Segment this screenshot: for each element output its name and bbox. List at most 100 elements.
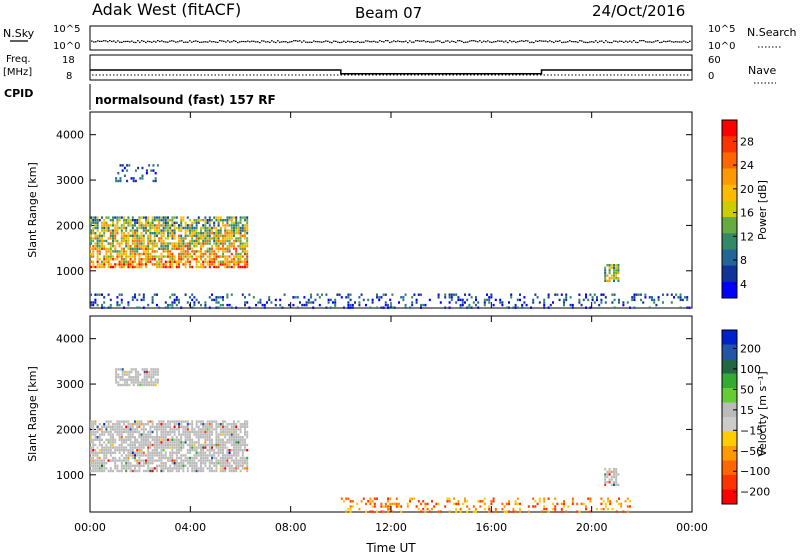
beam-label: Beam 07 — [355, 4, 422, 22]
freq-label: Freq. — [6, 54, 31, 65]
y-tick-label: 2000 — [56, 423, 84, 436]
scatter-region — [604, 468, 620, 486]
x-tick-label: 00:00 — [676, 521, 708, 534]
colorbar-tick-label: 50 — [740, 383, 754, 396]
colorbar-tick-label: 100 — [740, 363, 761, 376]
power-panel: Slant Range [km] 1000 2000 3000 4000 — [26, 111, 693, 309]
x-tick-label: 04:00 — [174, 521, 206, 534]
colorbar-tick-label: 4 — [740, 278, 747, 291]
scatter-region — [115, 368, 159, 387]
colorbar-swatch — [722, 281, 737, 299]
y-tick-label: 4000 — [56, 129, 84, 142]
y-tick-label: 1000 — [56, 469, 84, 482]
station-title: Adak West (fitACF) — [92, 0, 241, 19]
nsky-lo-label: 10^0 — [53, 41, 80, 52]
colorbar-swatch — [722, 120, 737, 137]
velocity-colorbar-label: Velocity [m s⁻¹] — [756, 371, 769, 456]
scatter-region — [90, 420, 249, 473]
power-colorbar: 28 24 20 16 12 8 4 — [721, 119, 754, 299]
freq-hi-label: 18 — [62, 55, 75, 66]
nsky-label: N.Sky — [3, 27, 35, 40]
y-tick-label: 3000 — [56, 378, 84, 391]
colorbar-frame — [721, 329, 738, 505]
colorbar-tick-label: 16 — [740, 207, 754, 220]
nsearch-hi-label: 10^5 — [708, 24, 735, 35]
date-label: 24/Oct/2016 — [592, 2, 685, 20]
colorbar-swatch — [722, 446, 737, 461]
cpid-label: CPID — [4, 87, 33, 100]
colorbar-tick-label: 200 — [740, 342, 761, 355]
colorbar-tick-label: 15 — [740, 404, 754, 417]
x-tick-label: 12:00 — [375, 521, 407, 534]
colorbar-swatch — [722, 330, 737, 345]
colorbar-swatch — [722, 233, 737, 250]
nsky-panel-frame — [89, 25, 693, 51]
freq-panel-frame — [89, 54, 693, 81]
freq-unit-label: [MHz] — [3, 67, 32, 78]
velocity-data — [90, 368, 631, 513]
frequency-line — [90, 69, 692, 75]
nsky-hi-label: 10^5 — [53, 24, 80, 35]
colorbar-swatch — [722, 184, 737, 202]
colorbar-swatch — [722, 265, 737, 283]
power-yticks: 1000 2000 3000 4000 — [56, 129, 692, 278]
velocity-panel: Slant Range [km] 1000 2000 3000 4000 — [26, 315, 693, 513]
colorbar-swatch — [722, 136, 737, 153]
colorbar-tick-label: −15 — [740, 424, 763, 437]
nsearch-lo-label: 10^0 — [708, 41, 735, 52]
nave-hi-label: 60 — [708, 55, 721, 66]
x-tick-label: 08:00 — [275, 521, 307, 534]
power-ylabel: Slant Range [km] — [26, 162, 39, 258]
scatter-region — [604, 264, 620, 282]
power-data — [90, 164, 691, 309]
colorbar-swatch — [722, 489, 737, 505]
colorbar-tick-label: −50 — [740, 445, 763, 458]
colorbar-swatch — [722, 460, 737, 476]
scatter-region — [115, 164, 159, 183]
scatter-region — [90, 216, 249, 269]
colorbar-swatch — [722, 359, 737, 374]
scatter-region — [340, 497, 631, 513]
colorbar-tick-label: 28 — [740, 135, 754, 148]
colorbar-swatch — [722, 475, 737, 490]
colorbar-tick-label: 24 — [740, 159, 754, 172]
colorbar-swatch — [722, 152, 737, 169]
y-tick-label: 3000 — [56, 174, 84, 187]
colorbar-swatch — [722, 373, 737, 389]
x-tick-label: 16:00 — [475, 521, 507, 534]
nave-label: Nave — [748, 64, 776, 77]
x-tick-label: 20:00 — [576, 521, 608, 534]
velocity-colorbar: 200 100 50 15 −15 −50 −100 −200 — [721, 329, 770, 505]
power-colorbar-label: Power [dB] — [756, 180, 769, 240]
colorbar-swatch — [722, 431, 737, 447]
velocity-ylabel: Slant Range [km] — [26, 366, 39, 462]
colorbar-swatch — [722, 217, 737, 234]
colorbar-tick-label: −100 — [740, 465, 770, 478]
colorbar-tick-label: 8 — [740, 254, 747, 267]
colorbar-swatch — [722, 417, 737, 432]
colorbar-swatch — [722, 402, 737, 418]
scatter-region — [90, 293, 691, 309]
nsky-series — [91, 40, 691, 44]
colorbar-tick-label: 12 — [740, 230, 754, 243]
nave-lo-label: 0 — [708, 71, 714, 82]
colorbar-swatch — [722, 344, 737, 360]
frequency-series — [90, 69, 692, 76]
colorbar-swatch — [722, 200, 737, 218]
colorbar-tick-label: −200 — [740, 486, 770, 499]
y-tick-label: 1000 — [56, 265, 84, 278]
power-panel-frame — [89, 111, 693, 309]
colorbar-swatch — [722, 388, 737, 403]
nsearch-label: N.Search — [747, 26, 797, 39]
colorbar-tick-label: 20 — [740, 183, 754, 196]
cpid-text: normalsound (fast) 157 RF — [95, 93, 276, 107]
x-tick-label: 00:00 — [74, 521, 106, 534]
x-axis-ticks: 00:00 04:00 08:00 12:00 16:00 20:00 00:00 — [74, 112, 708, 534]
x-axis-label: Time UT — [365, 541, 416, 554]
freq-lo-label: 8 — [66, 71, 72, 82]
velocity-yticks: 1000 2000 3000 4000 — [56, 333, 692, 482]
velocity-panel-frame — [89, 315, 693, 513]
y-tick-label: 2000 — [56, 219, 84, 232]
y-tick-label: 4000 — [56, 333, 84, 346]
